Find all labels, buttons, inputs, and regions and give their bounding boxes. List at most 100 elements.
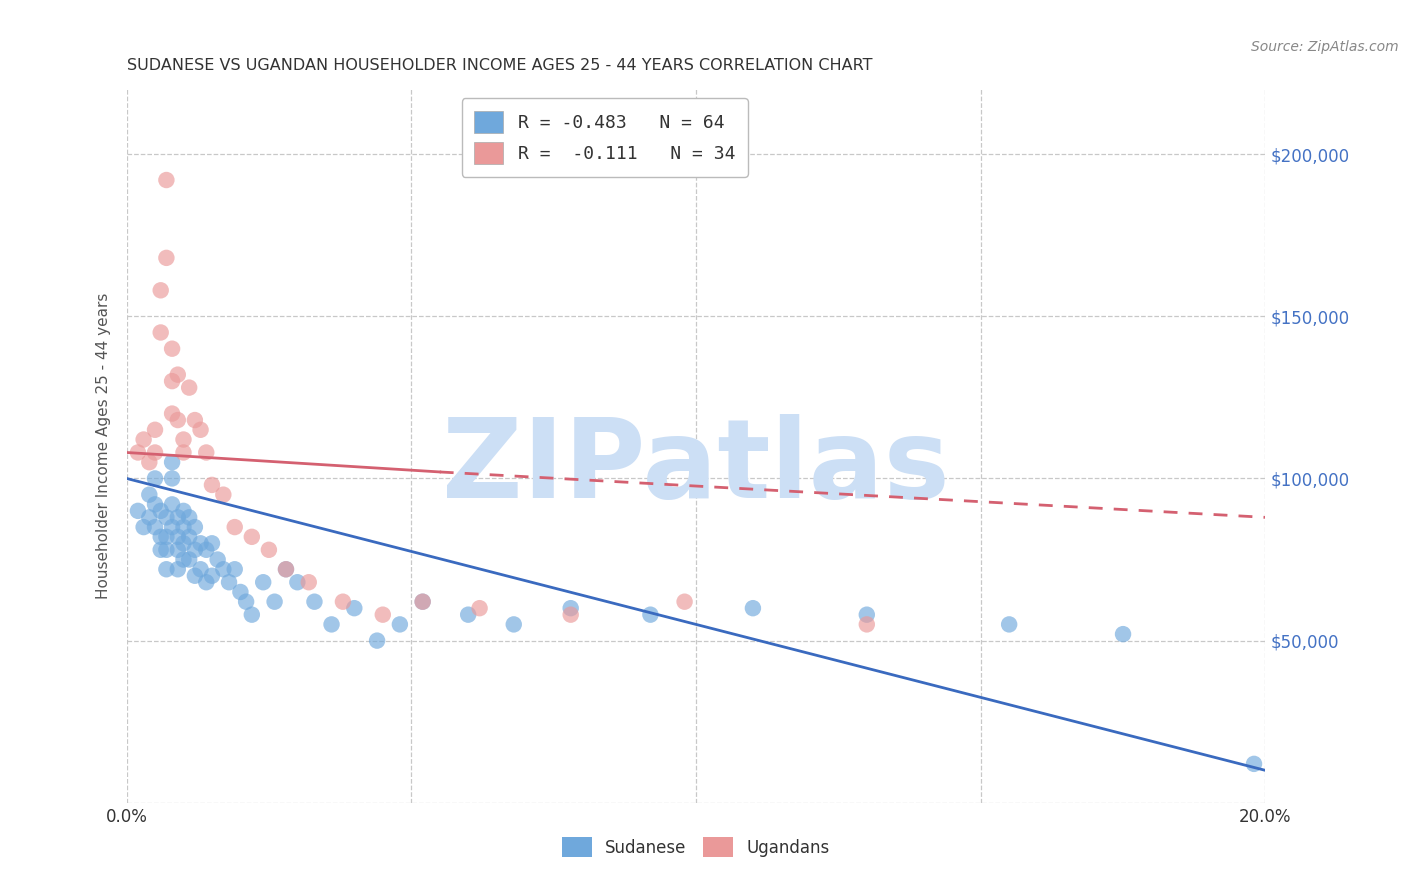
Point — [155, 562, 177, 576]
Point — [143, 520, 166, 534]
Point — [1243, 756, 1265, 771]
Y-axis label: Householder Income Ages 25 - 44 years: Householder Income Ages 25 - 44 years — [96, 293, 111, 599]
Point — [201, 478, 224, 492]
Point — [166, 413, 188, 427]
Point — [138, 488, 160, 502]
Point — [298, 575, 321, 590]
Point — [149, 542, 172, 557]
Point — [274, 562, 297, 576]
Point — [149, 504, 172, 518]
Point — [127, 445, 149, 459]
Point — [143, 423, 166, 437]
Point — [184, 413, 207, 427]
Point — [224, 562, 246, 576]
Point — [207, 552, 229, 566]
Point — [138, 455, 160, 469]
Point — [742, 601, 765, 615]
Point — [155, 173, 177, 187]
Point — [184, 568, 207, 582]
Point — [560, 601, 582, 615]
Point — [184, 520, 207, 534]
Point — [190, 562, 212, 576]
Point — [172, 536, 194, 550]
Legend: Sudanese, Ugandans: Sudanese, Ugandans — [554, 829, 838, 866]
Point — [998, 617, 1021, 632]
Point — [201, 568, 224, 582]
Point — [371, 607, 394, 622]
Point — [166, 542, 188, 557]
Point — [149, 530, 172, 544]
Point — [160, 520, 183, 534]
Point — [179, 552, 201, 566]
Point — [502, 617, 524, 632]
Point — [166, 562, 188, 576]
Point — [287, 575, 309, 590]
Point — [149, 326, 172, 340]
Point — [640, 607, 662, 622]
Point — [155, 510, 177, 524]
Point — [366, 633, 388, 648]
Point — [229, 585, 252, 599]
Point — [172, 433, 194, 447]
Point — [388, 617, 411, 632]
Point — [160, 342, 183, 356]
Point — [235, 595, 257, 609]
Point — [143, 497, 166, 511]
Point — [149, 283, 172, 297]
Point — [560, 607, 582, 622]
Point — [143, 445, 166, 459]
Point — [212, 562, 235, 576]
Point — [855, 607, 877, 622]
Point — [252, 575, 274, 590]
Point — [160, 407, 183, 421]
Point — [274, 562, 297, 576]
Point — [138, 510, 160, 524]
Point — [143, 471, 166, 485]
Point — [257, 542, 280, 557]
Point — [172, 504, 194, 518]
Point — [332, 595, 354, 609]
Point — [304, 595, 326, 609]
Point — [155, 530, 177, 544]
Point — [673, 595, 696, 609]
Point — [263, 595, 285, 609]
Point — [179, 510, 201, 524]
Point — [172, 520, 194, 534]
Point — [212, 488, 235, 502]
Point — [166, 530, 188, 544]
Point — [166, 368, 188, 382]
Point — [160, 497, 183, 511]
Point — [184, 542, 207, 557]
Point — [240, 607, 263, 622]
Point — [218, 575, 240, 590]
Point — [166, 510, 188, 524]
Point — [855, 617, 877, 632]
Point — [412, 595, 434, 609]
Point — [172, 552, 194, 566]
Text: ZIPatlas: ZIPatlas — [441, 414, 950, 521]
Point — [160, 455, 183, 469]
Point — [412, 595, 434, 609]
Point — [132, 520, 155, 534]
Point — [457, 607, 479, 622]
Point — [172, 445, 194, 459]
Point — [160, 471, 183, 485]
Point — [160, 374, 183, 388]
Point — [190, 423, 212, 437]
Point — [1112, 627, 1135, 641]
Point — [201, 536, 224, 550]
Point — [127, 504, 149, 518]
Point — [155, 542, 177, 557]
Point — [343, 601, 366, 615]
Point — [195, 575, 218, 590]
Point — [179, 381, 201, 395]
Point — [132, 433, 155, 447]
Point — [190, 536, 212, 550]
Point — [195, 445, 218, 459]
Text: Source: ZipAtlas.com: Source: ZipAtlas.com — [1251, 40, 1399, 54]
Text: SUDANESE VS UGANDAN HOUSEHOLDER INCOME AGES 25 - 44 YEARS CORRELATION CHART: SUDANESE VS UGANDAN HOUSEHOLDER INCOME A… — [127, 58, 872, 73]
Point — [224, 520, 246, 534]
Point — [240, 530, 263, 544]
Point — [195, 542, 218, 557]
Point — [155, 251, 177, 265]
